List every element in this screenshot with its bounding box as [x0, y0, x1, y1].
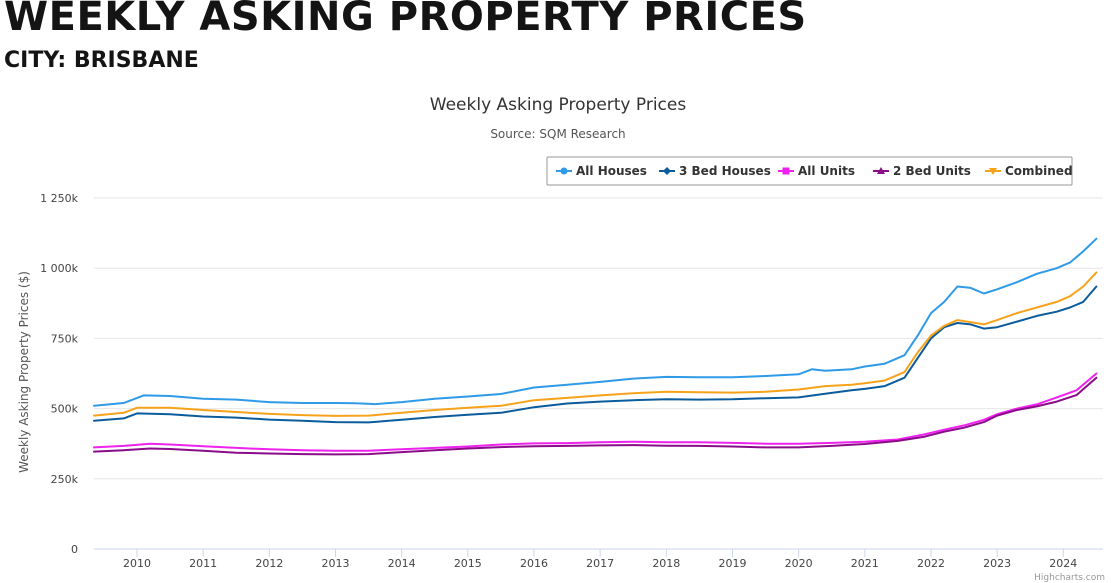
x-tick-label: 2012 — [255, 557, 283, 570]
legend-item-all-units[interactable]: All Units — [778, 164, 855, 178]
page-subheading: CITY: BRISBANE — [4, 48, 199, 73]
y-tick-label: 0 — [71, 543, 78, 556]
diamond-marker-icon — [663, 167, 671, 175]
y-tick-label: 500k — [51, 403, 79, 416]
triangle-marker-icon — [877, 167, 885, 174]
x-tick-label: 2021 — [851, 557, 879, 570]
x-tick-label: 2019 — [718, 557, 746, 570]
x-tick-label: 2011 — [189, 557, 217, 570]
x-tick-label: 2017 — [586, 557, 614, 570]
y-axis-title: Weekly Asking Property Prices ($) — [17, 271, 31, 473]
x-tick-label: 2023 — [983, 557, 1011, 570]
x-tick-label: 2016 — [520, 557, 548, 570]
x-axis-ticks: 2010 2011 2012 2013 2014 2015 2016 2017 2018 2019… — [123, 549, 1077, 570]
series-line-combined[interactable] — [93, 271, 1098, 417]
x-tick-label: 2018 — [652, 557, 680, 570]
legend-label: 2 Bed Units — [893, 164, 971, 178]
legend-label: 3 Bed Houses — [679, 164, 771, 178]
circle-marker-icon — [560, 167, 568, 175]
legend-label: All Houses — [576, 164, 647, 178]
x-tick-label: 2014 — [388, 557, 416, 570]
legend: All Houses 3 Bed Houses All Units 2 Bed Uni… — [546, 156, 1073, 186]
highcharts-credits[interactable]: Highcharts.com — [1034, 573, 1105, 583]
x-tick-label: 2013 — [321, 557, 349, 570]
series-lines[interactable] — [93, 237, 1098, 456]
series-line-all-units[interactable] — [93, 372, 1098, 452]
series-line-2-bed-units[interactable] — [93, 376, 1098, 456]
x-tick-label: 2024 — [1049, 557, 1077, 570]
legend-box — [546, 156, 1073, 186]
page-heading: WEEKLY ASKING PROPERTY PRICES — [4, 0, 807, 40]
x-tick-label: 2010 — [123, 557, 151, 570]
y-tick-label: 250k — [51, 473, 79, 486]
legend-item-combined[interactable]: Combined — [985, 164, 1073, 178]
y-tick-label: 1 000k — [40, 262, 78, 275]
x-tick-label: 2022 — [917, 557, 945, 570]
square-marker-icon — [782, 167, 790, 175]
x-tick-label: 2015 — [454, 557, 482, 570]
legend-item-3-bed-houses[interactable]: 3 Bed Houses — [659, 164, 771, 178]
legend-label: Combined — [1005, 164, 1073, 178]
grid-lines — [94, 197, 1103, 480]
chart-title: Weekly Asking Property Prices — [430, 95, 687, 115]
triangle-down-marker-icon — [989, 168, 997, 175]
x-tick-label: 2020 — [785, 557, 813, 570]
legend-label: All Units — [798, 164, 855, 178]
legend-item-2-bed-units[interactable]: 2 Bed Units — [873, 164, 971, 178]
y-tick-label: 1 250k — [40, 192, 78, 205]
series-line-all-houses[interactable] — [93, 237, 1098, 407]
series-line-3-bed-houses[interactable] — [93, 285, 1098, 424]
y-axis-ticks: 0 250k 500k 750k 1 000k 1 250k — [40, 192, 78, 556]
legend-item-all-houses[interactable]: All Houses — [556, 164, 647, 178]
chart-subtitle: Source: SQM Research — [490, 127, 625, 141]
y-tick-label: 750k — [51, 332, 79, 345]
